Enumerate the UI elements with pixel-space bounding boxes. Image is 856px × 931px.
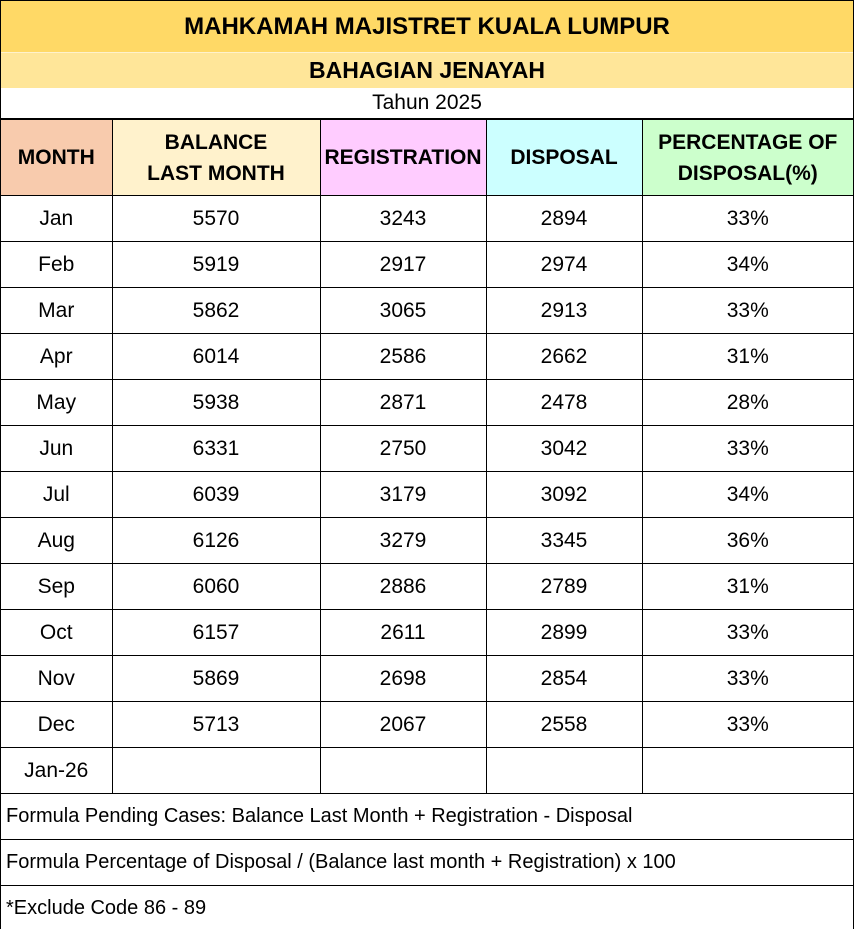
table-row: Jan 5570 3243 2894 33% xyxy=(1,195,853,242)
percentage-of-disposal-cell: 33% xyxy=(641,287,853,334)
balance-last-month-cell: 5570 xyxy=(111,195,321,242)
table-row: Dec 5713 2067 2558 33% xyxy=(1,701,853,748)
table-row: Mar 5862 3065 2913 33% xyxy=(1,287,853,334)
month-cell: Oct xyxy=(1,609,113,656)
registration-cell: 3279 xyxy=(319,517,487,564)
table-body: Jan 5570 3243 2894 33% Feb 5919 2917 2974 34% Mar 5… xyxy=(1,195,853,794)
percentage-of-disposal-cell: 33% xyxy=(641,701,853,748)
percentage-formula-note: Formula Percentage of Disposal / (Balanc… xyxy=(1,839,853,885)
balance-last-month-cell xyxy=(111,747,321,794)
table-row: Feb 5919 2917 2974 34% xyxy=(1,241,853,288)
month-cell: Jan xyxy=(1,195,113,242)
percentage-of-disposal-cell: 31% xyxy=(641,333,853,380)
month-cell: Sep xyxy=(1,563,113,610)
registration-column-header: REGISTRATION xyxy=(319,119,487,196)
disposal-cell: 2913 xyxy=(485,287,643,334)
registration-cell: 2698 xyxy=(319,655,487,702)
division-subtitle: BAHAGIAN JENAYAH xyxy=(1,53,853,88)
percentage-of-disposal-cell: 34% xyxy=(641,471,853,518)
table-row: Oct 6157 2611 2899 33% xyxy=(1,609,853,656)
disposal-column-header: DISPOSAL xyxy=(485,119,643,196)
registration-cell: 2871 xyxy=(319,379,487,426)
table-row: Sep 6060 2886 2789 31% xyxy=(1,563,853,610)
month-column-header: MONTH xyxy=(1,119,113,196)
month-cell: Apr xyxy=(1,333,113,380)
month-cell: Feb xyxy=(1,241,113,288)
percentage-of-disposal-cell: 33% xyxy=(641,655,853,702)
month-cell: Jul xyxy=(1,471,113,518)
registration-cell: 3243 xyxy=(319,195,487,242)
balance-last-month-cell: 6014 xyxy=(111,333,321,380)
disposal-cell: 2789 xyxy=(485,563,643,610)
balance-last-month-cell: 5862 xyxy=(111,287,321,334)
registration-cell: 3179 xyxy=(319,471,487,518)
percentage-of-disposal-column-header: PERCENTAGE OF DISPOSAL(%) xyxy=(641,119,853,196)
month-cell: Jan-26 xyxy=(1,747,113,794)
balance-last-month-cell: 5938 xyxy=(111,379,321,426)
disposal-cell: 3092 xyxy=(485,471,643,518)
disposal-cell: 2478 xyxy=(485,379,643,426)
registration-cell: 2611 xyxy=(319,609,487,656)
percentage-of-disposal-cell xyxy=(641,747,853,794)
balance-last-month-cell: 5713 xyxy=(111,701,321,748)
balance-header-text: BALANCE LAST MONTH xyxy=(147,130,285,185)
month-cell: Dec xyxy=(1,701,113,748)
disposal-cell: 2974 xyxy=(485,241,643,288)
court-title: MAHKAMAH MAJISTRET KUALA LUMPUR xyxy=(1,1,853,53)
header-row: MONTH BALANCE LAST MONTH REGISTRATION DI… xyxy=(1,119,853,196)
disposal-cell: 2662 xyxy=(485,333,643,380)
table-row: May 5938 2871 2478 28% xyxy=(1,379,853,426)
table-row: Apr 6014 2586 2662 31% xyxy=(1,333,853,380)
registration-cell: 2067 xyxy=(319,701,487,748)
percentage-of-disposal-cell: 33% xyxy=(641,609,853,656)
disposal-cell: 2558 xyxy=(485,701,643,748)
statistics-table: MONTH BALANCE LAST MONTH REGISTRATION DI… xyxy=(1,119,853,794)
registration-cell: 3065 xyxy=(319,287,487,334)
balance-last-month-cell: 5919 xyxy=(111,241,321,288)
balance-last-month-cell: 6331 xyxy=(111,425,321,472)
disposal-cell: 3042 xyxy=(485,425,643,472)
balance-last-month-cell: 5869 xyxy=(111,655,321,702)
month-cell: Nov xyxy=(1,655,113,702)
registration-cell: 2750 xyxy=(319,425,487,472)
disposal-cell: 2894 xyxy=(485,195,643,242)
percentage-of-disposal-cell: 28% xyxy=(641,379,853,426)
percentage-of-disposal-cell: 36% xyxy=(641,517,853,564)
balance-last-month-cell: 6126 xyxy=(111,517,321,564)
percentage-of-disposal-cell: 33% xyxy=(641,425,853,472)
month-cell: Mar xyxy=(1,287,113,334)
exclusion-note: *Exclude Code 86 - 89 xyxy=(1,885,853,931)
year-label: Tahun 2025 xyxy=(1,88,853,119)
table-row: Jan-26 xyxy=(1,747,853,794)
month-cell: Jun xyxy=(1,425,113,472)
percentage-of-disposal-cell: 33% xyxy=(641,195,853,242)
balance-last-month-cell: 6060 xyxy=(111,563,321,610)
month-cell: May xyxy=(1,379,113,426)
balance-last-month-cell: 6157 xyxy=(111,609,321,656)
balance-last-month-cell: 6039 xyxy=(111,471,321,518)
percentage-header-text: PERCENTAGE OF DISPOSAL(%) xyxy=(658,130,838,185)
table-row: Nov 5869 2698 2854 33% xyxy=(1,655,853,702)
registration-cell: 2886 xyxy=(319,563,487,610)
disposal-cell: 3345 xyxy=(485,517,643,564)
balance-last-month-column-header: BALANCE LAST MONTH xyxy=(111,119,321,196)
table-row: Aug 6126 3279 3345 36% xyxy=(1,517,853,564)
percentage-of-disposal-cell: 34% xyxy=(641,241,853,288)
month-cell: Aug xyxy=(1,517,113,564)
disposal-cell: 2899 xyxy=(485,609,643,656)
table-row: Jul 6039 3179 3092 34% xyxy=(1,471,853,518)
percentage-of-disposal-cell: 31% xyxy=(641,563,853,610)
disposal-cell: 2854 xyxy=(485,655,643,702)
table-row: Jun 6331 2750 3042 33% xyxy=(1,425,853,472)
pending-cases-formula-note: Formula Pending Cases: Balance Last Mont… xyxy=(1,793,853,839)
registration-cell xyxy=(319,747,487,794)
disposal-cell xyxy=(485,747,643,794)
registration-cell: 2586 xyxy=(319,333,487,380)
registration-cell: 2917 xyxy=(319,241,487,288)
